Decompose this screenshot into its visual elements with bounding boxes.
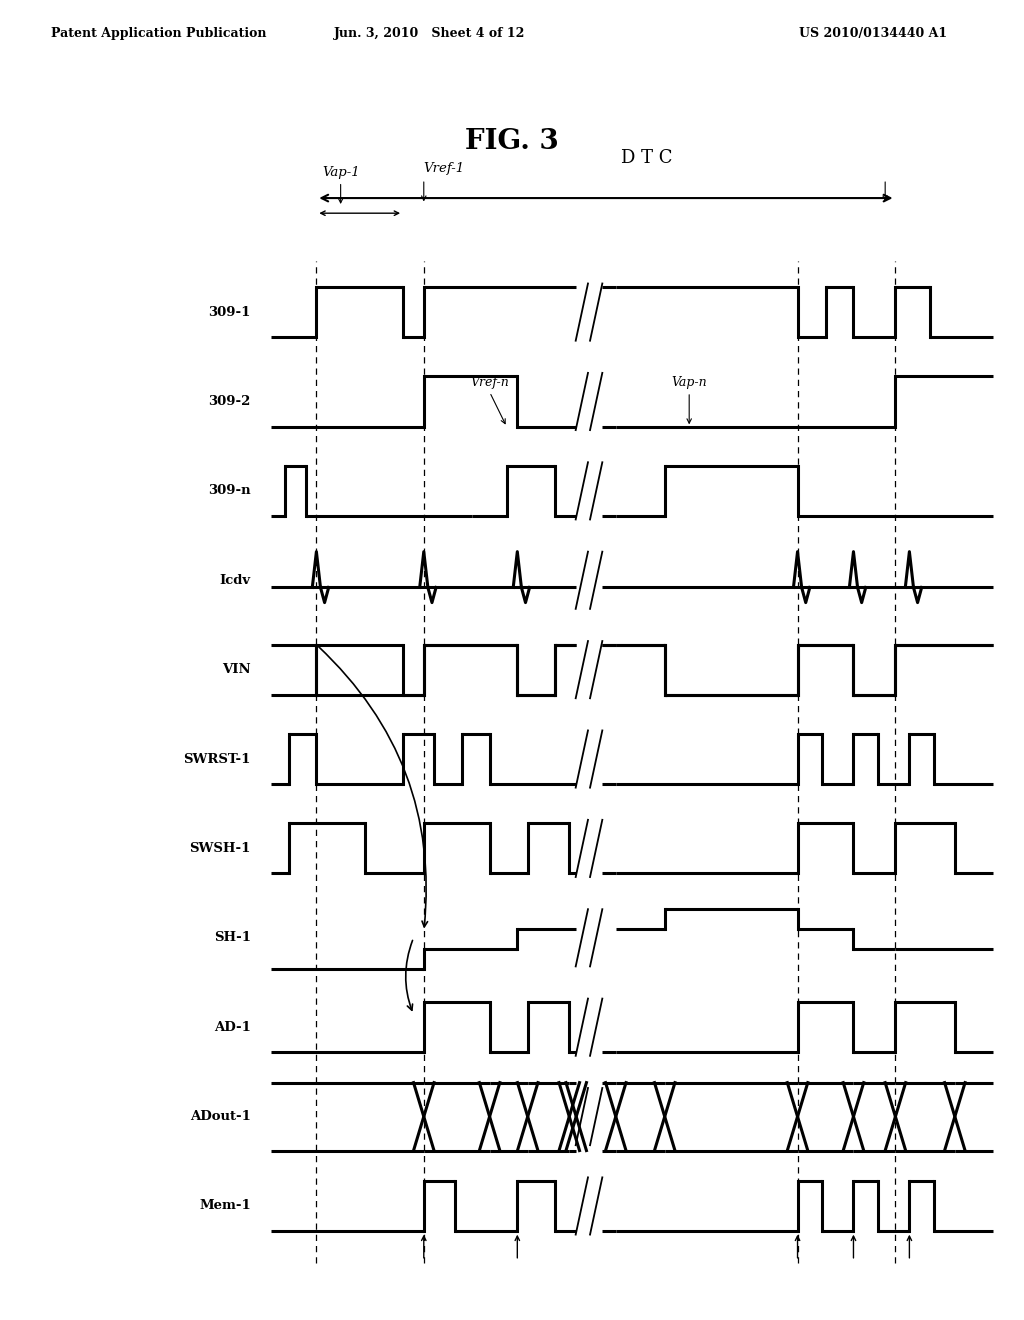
Text: SWRST-1: SWRST-1 [183,752,251,766]
Text: Jun. 3, 2010   Sheet 4 of 12: Jun. 3, 2010 Sheet 4 of 12 [335,26,525,40]
FancyArrowPatch shape [318,647,428,927]
Text: US 2010/0134440 A1: US 2010/0134440 A1 [799,26,947,40]
Text: Vref-n: Vref-n [470,376,509,389]
Text: VIN: VIN [222,663,251,676]
Text: SWSH-1: SWSH-1 [189,842,251,855]
Text: FIG. 3: FIG. 3 [465,128,559,154]
Text: AD-1: AD-1 [214,1020,251,1034]
Text: D T C: D T C [622,149,673,166]
Text: Icdv: Icdv [220,574,251,587]
Text: SH-1: SH-1 [214,932,251,944]
Text: 309-n: 309-n [208,484,251,498]
Text: Vref-1: Vref-1 [424,162,465,176]
Text: ADout-1: ADout-1 [190,1110,251,1123]
Text: Patent Application Publication: Patent Application Publication [51,26,266,40]
Text: Mem-1: Mem-1 [199,1200,251,1213]
Text: 309-2: 309-2 [209,395,251,408]
Text: Vap-1: Vap-1 [322,166,359,180]
Text: 309-1: 309-1 [209,306,251,318]
Text: Vap-n: Vap-n [672,376,707,389]
FancyArrowPatch shape [406,940,413,1010]
